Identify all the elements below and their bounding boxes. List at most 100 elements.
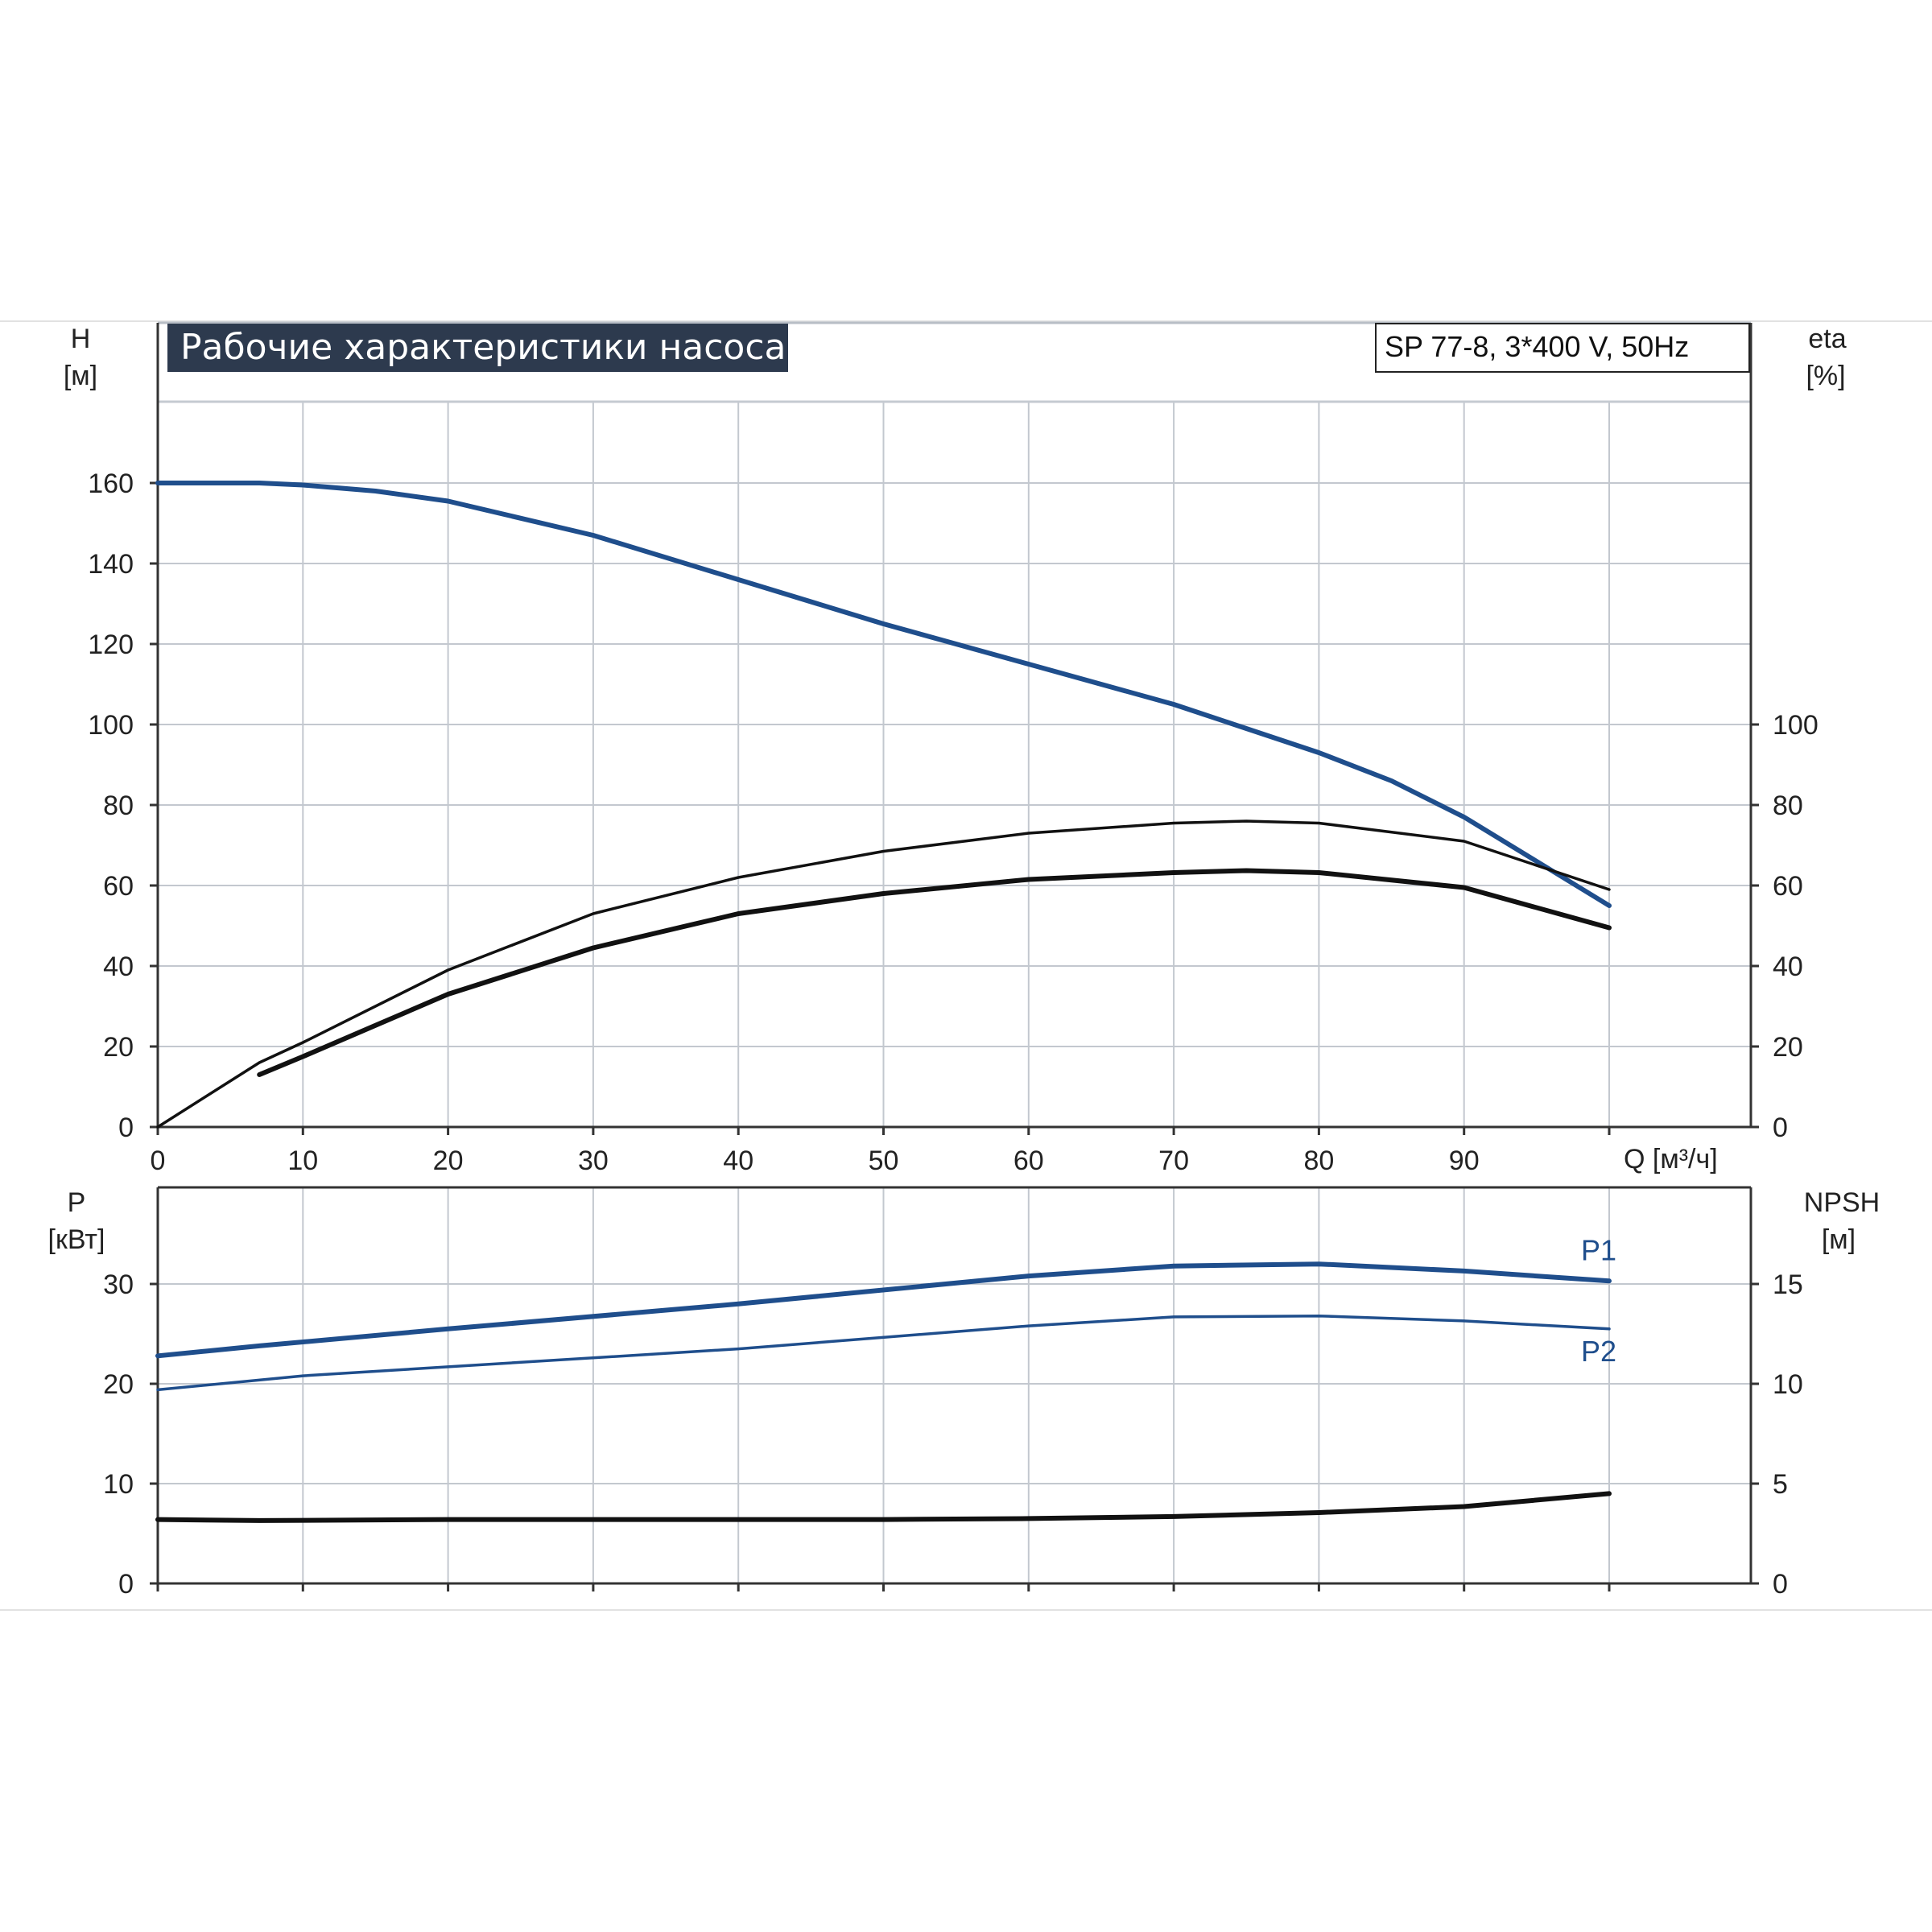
y-right-tick-label: 15: [1773, 1269, 1803, 1300]
y-right-tick-label: 0: [1773, 1113, 1788, 1143]
y-right-tick-label: 40: [1773, 952, 1803, 982]
y-left-tick-label: 10: [103, 1469, 134, 1500]
series-point: [1027, 878, 1030, 881]
series-point: [1390, 779, 1393, 782]
series-label: P2: [1581, 1335, 1616, 1368]
series-point: [258, 1344, 261, 1348]
series-point: [1463, 840, 1466, 843]
x-tick-label: 40: [723, 1146, 753, 1176]
series-point: [301, 484, 304, 486]
y-left-tick-label: 0: [118, 1113, 134, 1143]
y-right-tick-label: 60: [1773, 871, 1803, 902]
series-point: [447, 500, 450, 502]
series-point: [1463, 1505, 1466, 1508]
eta-axis-unit: [%]: [1806, 361, 1845, 391]
x-tick-label: 20: [433, 1146, 464, 1176]
series-point: [258, 481, 261, 485]
series-point: [1463, 1319, 1466, 1323]
series-point: [1027, 1517, 1030, 1520]
series-point: [882, 1518, 885, 1521]
series-point: [1463, 815, 1466, 819]
series-point: [1245, 819, 1248, 823]
bottom-series: P1 P2: [155, 1233, 1616, 1523]
series-point: [1317, 1262, 1320, 1265]
series-point: [447, 968, 450, 972]
series-point: [737, 1348, 740, 1351]
series-point: [156, 1518, 159, 1521]
title-badge: [167, 324, 788, 372]
series-point: [156, 1125, 159, 1129]
p-axis-unit: [кВт]: [48, 1224, 105, 1255]
head-efficiency-panel: 0 20 40 60 80 100 120 140 160 0 20 40 60 80 100 0 10 20 30…: [64, 321, 1847, 1176]
series-point: [737, 912, 740, 915]
top-series: [155, 481, 1612, 1129]
series-point: [1317, 1511, 1320, 1514]
y-left-tick-label: 140: [88, 549, 134, 580]
y-left-tick-label: 0: [118, 1569, 134, 1600]
series-label: P1: [1581, 1233, 1616, 1266]
series-point: [1172, 1315, 1175, 1319]
series-point: [737, 578, 740, 581]
series-point: [737, 1518, 740, 1521]
y-right-tick-label: 20: [1773, 1032, 1803, 1063]
series-point: [258, 1519, 261, 1522]
series-point: [258, 1073, 261, 1076]
power-npsh-panel: P1 P2 0 10 20 30 0 5 10 15 P [кВт] NPSH [м]: [48, 1186, 1880, 1600]
series-point: [301, 1055, 304, 1058]
y-right-tick-label: 5: [1773, 1469, 1788, 1500]
y-left-tick-label: 30: [103, 1269, 134, 1300]
bottom-tick-marks: [150, 1282, 1759, 1591]
series-point: [592, 912, 595, 915]
series-point: [737, 876, 740, 879]
series-line: [257, 868, 1612, 1077]
x-tick-label: 60: [1013, 1146, 1044, 1176]
h-axis-label: H: [71, 324, 91, 354]
top-tick-marks: [150, 481, 1759, 1135]
series-point: [1172, 822, 1175, 824]
series-point: [1608, 927, 1611, 929]
series-point: [1027, 1324, 1030, 1327]
series-point: [592, 534, 595, 537]
y-left-tick-label: 100: [88, 710, 134, 741]
series-point: [1317, 1315, 1320, 1318]
y-right-tick-label: 100: [1773, 710, 1818, 741]
series-line: [155, 1491, 1612, 1523]
x-tick-label: 30: [578, 1146, 609, 1176]
y-left-tick-label: 60: [103, 871, 134, 902]
series-point: [1535, 860, 1538, 863]
series-point: [1608, 1279, 1611, 1282]
series-point: [1608, 1492, 1611, 1495]
y-left-tick-label: 160: [88, 469, 134, 499]
series-point: [301, 1041, 304, 1044]
bottom-tick-labels: 0 10 20 30 0 5 10 15: [103, 1269, 1803, 1600]
series-point: [592, 947, 595, 949]
y-left-tick-label: 120: [88, 630, 134, 660]
series-point: [1172, 871, 1175, 874]
bottom-grid: [158, 1187, 1751, 1583]
eta-axis-label: eta: [1808, 324, 1846, 354]
p-axis-label: P: [68, 1187, 86, 1218]
series-point: [1027, 832, 1030, 835]
series-point: [1172, 1515, 1175, 1518]
x-tick-label: 50: [869, 1146, 899, 1176]
x-tick-label: 80: [1303, 1146, 1334, 1176]
series-point: [156, 481, 159, 485]
q-axis-label: Q [м³/ч]: [1624, 1144, 1718, 1174]
series-point: [301, 1374, 304, 1377]
series-point: [1608, 888, 1611, 891]
model-box: [1375, 323, 1750, 373]
series-point: [1317, 871, 1320, 874]
y-right-tick-label: 80: [1773, 791, 1803, 821]
x-tick-label: 90: [1449, 1146, 1480, 1176]
y-right-tick-label: 0: [1773, 1569, 1788, 1600]
series-point: [882, 850, 885, 852]
series-point: [1463, 1269, 1466, 1273]
h-axis-unit: [м]: [64, 361, 97, 391]
x-tick-label: 10: [287, 1146, 318, 1176]
series-point: [447, 1327, 450, 1331]
model-label: SP 77-8, 3*400 V, 50Hz: [1385, 330, 1689, 363]
series-point: [1027, 1274, 1030, 1278]
top-tick-labels: 0 20 40 60 80 100 120 140 160 0 20 40 60 80 100 0 10 20 30…: [88, 469, 1818, 1176]
npsh-axis-label: NPSH: [1804, 1187, 1880, 1218]
